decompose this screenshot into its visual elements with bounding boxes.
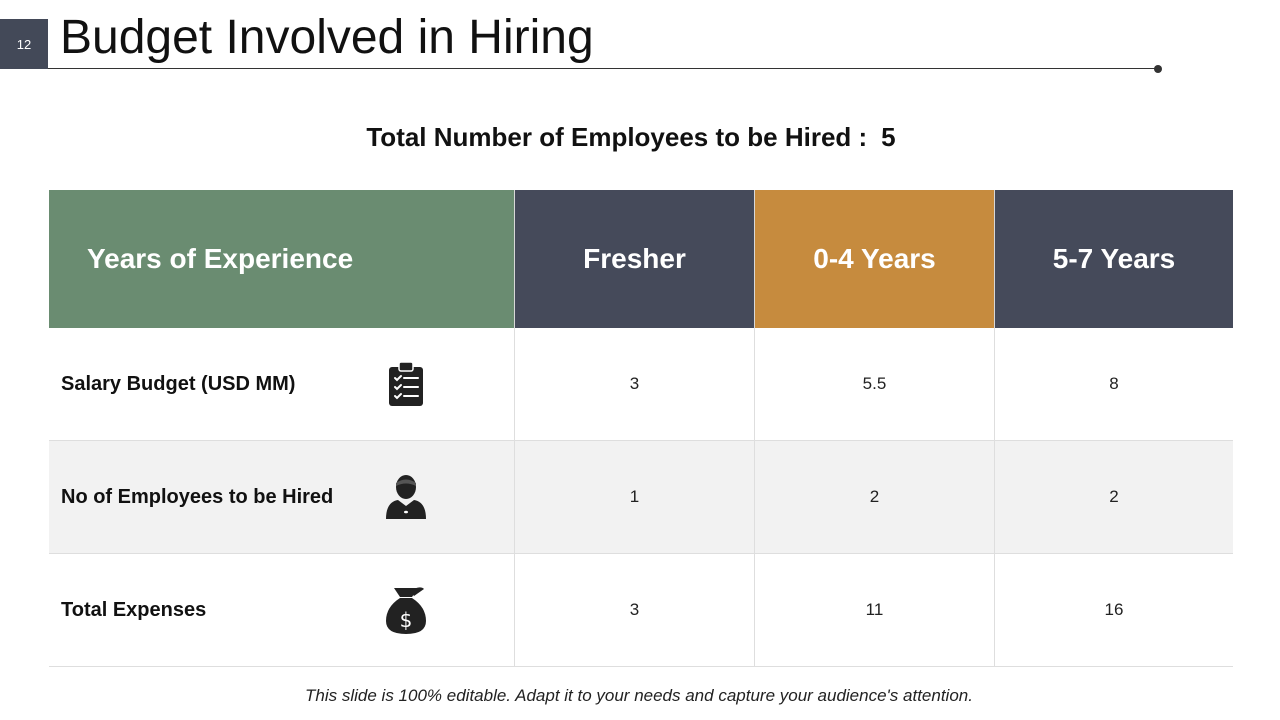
cell-fresher: 3 bbox=[514, 554, 754, 666]
subtitle: Total Number of Employees to be Hired : 5 bbox=[0, 122, 1262, 153]
header-years-of-experience: Years of Experience bbox=[49, 190, 514, 328]
header-0-4-years: 0-4 Years bbox=[754, 190, 994, 328]
table-header-row: Years of Experience Fresher 0-4 Years 5-… bbox=[49, 190, 1233, 328]
row-label-cell: No of Employees to be Hired bbox=[49, 441, 514, 553]
table-row: Salary Budget (USD MM) 3 5.5 bbox=[49, 328, 1233, 441]
row-label: No of Employees to be Hired bbox=[61, 485, 334, 508]
footer-note: This slide is 100% editable. Adapt it to… bbox=[305, 686, 973, 705]
row-label-cell: Salary Budget (USD MM) bbox=[49, 328, 514, 440]
cell-0-4-years: 5.5 bbox=[754, 328, 994, 440]
cell-fresher: 1 bbox=[514, 441, 754, 553]
header-fresher: Fresher bbox=[514, 190, 754, 328]
employee-icon bbox=[384, 472, 428, 522]
svg-text:$: $ bbox=[400, 608, 413, 632]
clipboard-checklist-icon bbox=[384, 359, 428, 409]
table-row: Total Expenses $ 3 11 16 bbox=[49, 554, 1233, 667]
row-label-cell: Total Expenses $ bbox=[49, 554, 514, 666]
table-row: No of Employees to be Hired 1 2 2 bbox=[49, 441, 1233, 554]
cell-5-7-years: 2 bbox=[994, 441, 1233, 553]
page-number: 12 bbox=[0, 19, 48, 69]
cell-0-4-years: 2 bbox=[754, 441, 994, 553]
subtitle-value: 5 bbox=[881, 122, 896, 152]
header-5-7-years: 5-7 Years bbox=[994, 190, 1233, 328]
row-label: Salary Budget (USD MM) bbox=[61, 372, 296, 395]
slide-title: Budget Involved in Hiring bbox=[60, 11, 594, 64]
title-underline bbox=[48, 68, 1158, 69]
subtitle-label: Total Number of Employees to be Hired : bbox=[366, 122, 868, 152]
cell-5-7-years: 16 bbox=[994, 554, 1233, 666]
row-label: Total Expenses bbox=[61, 598, 207, 621]
title-underline-dot bbox=[1154, 65, 1162, 73]
hiring-budget-table: Years of Experience Fresher 0-4 Years 5-… bbox=[49, 190, 1233, 667]
money-bag-icon: $ bbox=[384, 585, 428, 635]
cell-fresher: 3 bbox=[514, 328, 754, 440]
cell-0-4-years: 11 bbox=[754, 554, 994, 666]
cell-5-7-years: 8 bbox=[994, 328, 1233, 440]
